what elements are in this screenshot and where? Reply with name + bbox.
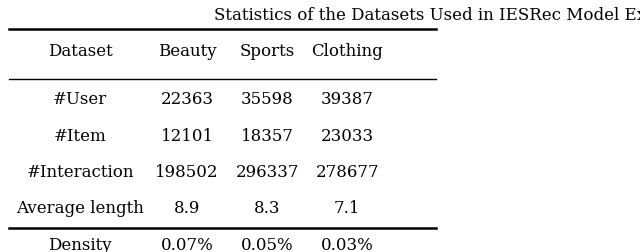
Text: 39387: 39387 [321, 91, 374, 108]
Text: Beauty: Beauty [157, 43, 216, 60]
Text: 7.1: 7.1 [334, 200, 360, 217]
Text: 23033: 23033 [321, 128, 374, 145]
Text: 18357: 18357 [241, 128, 294, 145]
Text: 0.05%: 0.05% [241, 237, 294, 252]
Text: 35598: 35598 [241, 91, 294, 108]
Text: Clothing: Clothing [312, 43, 383, 60]
Text: 12101: 12101 [161, 128, 214, 145]
Text: 22363: 22363 [161, 91, 214, 108]
Text: 8.3: 8.3 [254, 200, 280, 217]
Text: #User: #User [53, 91, 108, 108]
Text: Dataset: Dataset [48, 43, 113, 60]
Text: 0.03%: 0.03% [321, 237, 374, 252]
Text: #Interaction: #Interaction [26, 164, 134, 181]
Text: Density: Density [49, 237, 112, 252]
Text: 8.9: 8.9 [174, 200, 200, 217]
Text: Sports: Sports [239, 43, 295, 60]
Text: 278677: 278677 [316, 164, 379, 181]
Text: 0.07%: 0.07% [161, 237, 213, 252]
Text: Average length: Average length [16, 200, 144, 217]
Text: 198502: 198502 [156, 164, 219, 181]
Text: Statistics of the Datasets Used in IESRec Model Expe: Statistics of the Datasets Used in IESRe… [214, 7, 640, 24]
Text: #Item: #Item [54, 128, 106, 145]
Text: 296337: 296337 [236, 164, 299, 181]
